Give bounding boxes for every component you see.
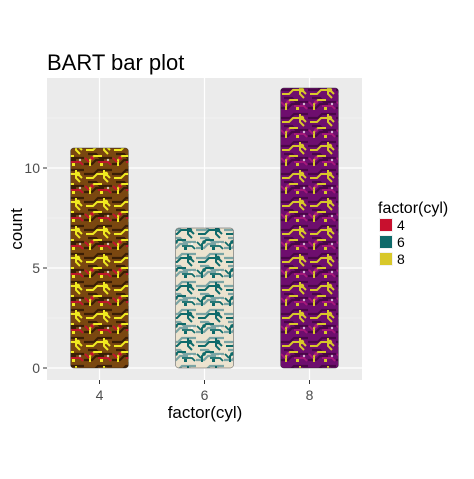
x-tick-label: 6 <box>201 387 209 403</box>
bars <box>70 87 339 369</box>
y-tick-label: 0 <box>32 360 40 376</box>
x-axis-ticks: 4 6 8 <box>96 380 314 403</box>
bar-8 <box>280 87 339 369</box>
y-tick-label: 10 <box>24 160 40 176</box>
y-axis-title: count <box>7 208 26 250</box>
legend-key-8 <box>380 253 392 265</box>
x-tick-label: 4 <box>96 387 104 403</box>
bar-6 <box>175 227 234 369</box>
y-tick-label: 5 <box>32 260 40 276</box>
legend-label-4: 4 <box>397 217 405 233</box>
y-axis-ticks: 0 5 10 <box>24 160 47 376</box>
x-axis-title: factor(cyl) <box>168 403 243 422</box>
legend-key-6 <box>380 236 392 248</box>
legend-key-4 <box>380 219 392 231</box>
legend: factor(cyl) 468 <box>378 200 448 267</box>
chart-title: BART bar plot <box>47 50 184 75</box>
x-tick-label: 8 <box>306 387 314 403</box>
bar-4 <box>70 147 129 369</box>
legend-label-8: 8 <box>397 251 405 267</box>
legend-title: factor(cyl) <box>378 200 448 217</box>
legend-label-6: 6 <box>397 234 405 250</box>
